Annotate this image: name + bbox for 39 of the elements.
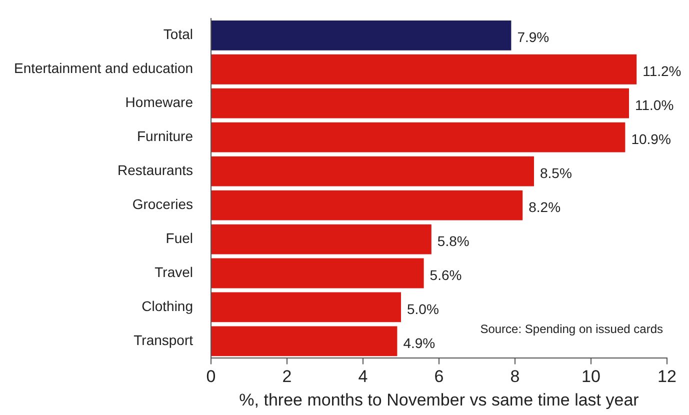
y-tick-label: Entertainment and education (14, 60, 194, 76)
y-tick-label: Total (163, 26, 194, 42)
x-tick-label: 4 (358, 367, 368, 386)
data-label: 11.2% (642, 63, 682, 80)
y-tick-label: Restaurants (118, 162, 194, 178)
y-tick-label: Furniture (136, 128, 194, 144)
y-tick-label: Groceries (132, 196, 194, 212)
x-tick-label: 6 (434, 367, 444, 386)
x-axis-title: %, three months to November vs same time last year (239, 390, 640, 410)
y-tick-label: Travel (154, 264, 194, 280)
data-label: 8.2% (528, 199, 561, 216)
bar (212, 20, 512, 50)
bar (212, 292, 402, 322)
bar (212, 88, 629, 118)
data-label: 11.0% (635, 97, 674, 114)
x-tick-label: 0 (206, 367, 216, 386)
bar (212, 326, 398, 356)
x-tick-label: 2 (282, 367, 292, 386)
y-tick-label: Transport (134, 332, 194, 348)
data-label: 7.9% (517, 29, 550, 46)
data-label: 10.9% (631, 131, 671, 148)
bar (212, 224, 432, 254)
data-label: 5.6% (430, 267, 462, 284)
y-tick-label: Homeware (125, 94, 194, 110)
data-label: 5.0% (407, 301, 439, 318)
x-tick-label: 8 (510, 367, 520, 386)
x-tick-label: 10 (582, 367, 600, 386)
bar (212, 54, 637, 84)
y-tick-label: Fuel (166, 230, 194, 246)
data-label: 4.9% (403, 335, 436, 352)
annotation: Source: Spending on issued cards (480, 322, 663, 336)
bar (212, 122, 626, 152)
data-label: 5.8% (437, 233, 470, 250)
bar (212, 258, 424, 288)
bar (212, 190, 523, 220)
data-label: 8.5% (540, 165, 572, 182)
x-tick-label: 12 (658, 367, 676, 386)
bar (212, 156, 534, 186)
y-tick-label: Clothing (142, 298, 194, 314)
